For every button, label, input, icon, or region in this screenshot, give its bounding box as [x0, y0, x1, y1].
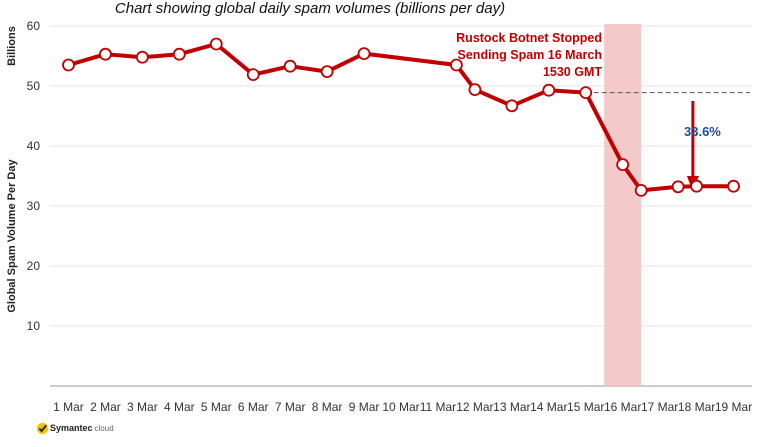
x-tick-label: 5 Mar	[201, 400, 232, 414]
x-tick-label: 11 Mar	[420, 400, 456, 414]
x-tick-label: 8 Mar	[312, 400, 343, 414]
x-tick-label: 16 Mar	[604, 400, 641, 414]
data-point	[727, 179, 740, 193]
data-point	[62, 58, 75, 72]
data-point	[542, 83, 556, 97]
data-point	[283, 59, 297, 73]
data-point	[671, 180, 685, 194]
x-tick-label: 4 Mar	[164, 400, 195, 414]
x-tick-label: 15 Mar	[567, 400, 604, 414]
x-tick-label: 13 Mar	[493, 400, 530, 414]
data-point	[357, 47, 371, 60]
y-tick-label: 20	[27, 259, 41, 273]
data-point	[450, 58, 463, 72]
data-point	[246, 68, 260, 81]
x-tick-label: 18 Mar	[678, 400, 715, 414]
x-tick-label: 6 Mar	[238, 400, 269, 414]
data-point	[209, 37, 223, 51]
y-tick-label: 60	[27, 19, 41, 33]
botnet-shutdown-band	[604, 24, 642, 386]
data-point	[320, 65, 334, 78]
x-tick-label: 9 Mar	[349, 400, 380, 414]
data-point	[468, 83, 482, 96]
checkmark-logo-icon	[36, 422, 49, 434]
data-point	[99, 47, 112, 61]
x-tick-label: 7 Mar	[275, 400, 306, 414]
data-point	[579, 86, 593, 99]
y-tick-label: 40	[27, 139, 41, 153]
x-tick-label: 14 Mar	[530, 400, 567, 414]
chart-title: Chart showing global daily spam volumes …	[114, 0, 506, 17]
data-point	[634, 183, 648, 197]
x-tick-label: 12 Mar	[456, 400, 493, 414]
x-tick-label: 10 Mar	[382, 400, 419, 414]
brand-logo: Symantec cloud	[36, 421, 114, 435]
x-tick-label: 3 Mar	[127, 400, 158, 414]
drop-percentage-label: 33.6%	[684, 124, 721, 139]
botnet-stopped-annotation: Rustock Botnet Stopped Sending Spam 16 M…	[456, 31, 602, 79]
data-point	[172, 47, 186, 61]
x-tick-label: 1 Mar	[53, 400, 84, 414]
y-tick-label: 30	[27, 199, 41, 213]
data-point	[505, 99, 519, 113]
y-tick-label: 10	[27, 319, 41, 333]
brand-name: Symantec	[50, 423, 93, 433]
y-tick-label: 50	[27, 79, 41, 93]
x-tick-label: 19 Mar	[715, 400, 752, 414]
x-tick-label: 17 Mar	[641, 400, 678, 414]
data-point	[135, 50, 149, 64]
brand-sub: cloud	[94, 423, 114, 433]
data-point	[690, 179, 703, 193]
data-point	[616, 158, 630, 172]
x-tick-label: 2 Mar	[90, 400, 121, 414]
